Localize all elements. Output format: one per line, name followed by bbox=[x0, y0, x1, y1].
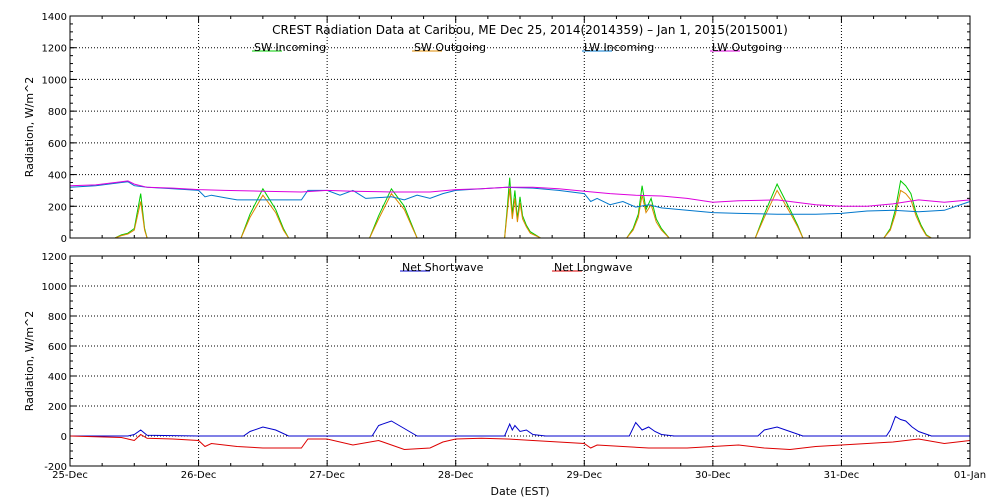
y-tick-label: 1200 bbox=[42, 252, 67, 263]
y-tick-label: 600 bbox=[48, 139, 67, 150]
y-tick-label: 1000 bbox=[42, 282, 67, 293]
y-tick-label: 1000 bbox=[42, 75, 67, 86]
legend-label: LW Incoming bbox=[584, 41, 654, 54]
panel-2: -200 0 200 400 600 800 1000 1200 Net Shortwave Ne… bbox=[23, 252, 986, 498]
y-axis-label: Radiation, W/m^2 bbox=[23, 77, 36, 178]
x-tick-label: 30-Dec bbox=[695, 470, 731, 481]
legend-label: SW Incoming bbox=[254, 41, 326, 54]
legend-label: Net Shortwave bbox=[402, 261, 484, 274]
y-tick-label: 0 bbox=[61, 234, 67, 245]
y-tick-label: 200 bbox=[48, 202, 67, 213]
x-tick-label: 26-Dec bbox=[181, 470, 217, 481]
series-line-lw-incoming bbox=[69, 181, 971, 215]
y-axis-label: Radiation, W/m^2 bbox=[23, 311, 36, 412]
legend-label: SW Outgoing bbox=[414, 41, 486, 54]
legend-label: LW Outgoing bbox=[712, 41, 782, 54]
series-line-net-shortwave bbox=[70, 415, 970, 437]
y-tick-label: 400 bbox=[48, 372, 67, 383]
x-tick-label: 25-Dec bbox=[52, 470, 88, 481]
panel-1: 0 200 400 600 800 1000 1200 1400 SW Incoming SW O… bbox=[23, 12, 971, 245]
y-tick-label: 200 bbox=[48, 402, 67, 413]
x-tick-label: 28-Dec bbox=[438, 470, 474, 481]
x-tick-label: 29-Dec bbox=[566, 470, 602, 481]
y-tick-label: 600 bbox=[48, 342, 67, 353]
y-tick-label: 0 bbox=[61, 432, 67, 443]
plot-frame bbox=[69, 255, 971, 467]
y-tick-label: 800 bbox=[48, 312, 67, 323]
chart-title: CREST Radiation Data at Caribou, ME Dec … bbox=[272, 23, 788, 37]
x-tick-label: 27-Dec bbox=[309, 470, 345, 481]
x-tick-label: 01-Jan bbox=[954, 470, 986, 481]
legend-label: Net Longwave bbox=[554, 261, 633, 274]
series-line-lw-outgoing bbox=[69, 180, 971, 207]
y-tick-label: 400 bbox=[48, 171, 67, 182]
x-tick-label: 31-Dec bbox=[824, 470, 860, 481]
y-tick-label: 1200 bbox=[42, 44, 67, 55]
x-axis-label: Date (EST) bbox=[490, 485, 549, 498]
series-line-net-longwave bbox=[69, 433, 971, 451]
y-tick-label: 800 bbox=[48, 107, 67, 118]
y-tick-label: -200 bbox=[44, 462, 67, 473]
plot-frame bbox=[69, 15, 971, 239]
y-tick-label: 1400 bbox=[42, 12, 67, 23]
